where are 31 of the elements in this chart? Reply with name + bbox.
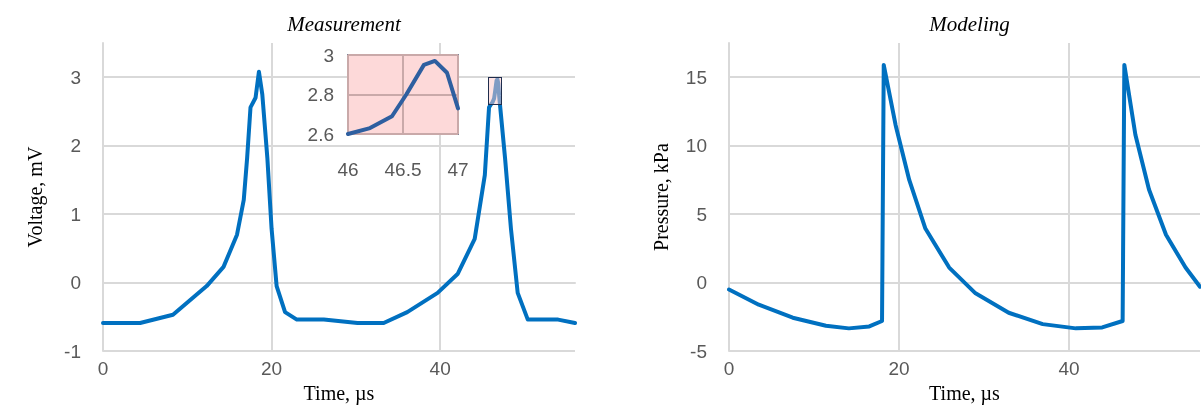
x-tick-label: 40 (429, 358, 451, 380)
line-series (727, 62, 1201, 331)
y-tick-label: -5 (690, 340, 707, 362)
y-tick-label: 10 (685, 135, 707, 157)
x-tick-label: 20 (261, 358, 283, 380)
x-axis-title: Time, µs (303, 382, 375, 405)
y-tick-label: 3 (70, 66, 81, 88)
x-tick-label: 46.5 (384, 159, 422, 180)
y-tick-label: 15 (685, 66, 707, 88)
x-tick-label: 0 (97, 358, 109, 380)
y-tick-label: 3 (323, 44, 334, 66)
x-tick-label: 47 (447, 159, 469, 180)
y-tick-label: -1 (64, 340, 81, 362)
y-tick-label: 1 (70, 203, 81, 225)
y-tick-label: 2.8 (307, 84, 334, 105)
y-tick-label: 0 (70, 272, 81, 294)
y-axis-title: Pressure, kPa (650, 143, 672, 251)
y-axis-title: Voltage, mV (24, 146, 47, 248)
y-tick-label: 2.6 (307, 123, 334, 145)
y-tick-label: 5 (696, 203, 707, 225)
x-tick-label: 46 (337, 159, 359, 180)
x-tick-label: 0 (723, 358, 735, 380)
x-tick-label: 20 (888, 358, 910, 380)
chart-title: Modeling (928, 11, 1010, 36)
y-tick-label: 2 (70, 135, 81, 157)
x-tick-label: 40 (1058, 358, 1080, 380)
y-tick-label: 0 (696, 272, 707, 294)
x-axis-title: Time, µs (929, 382, 1001, 405)
line-series (346, 58, 460, 136)
chart-title: Measurement (286, 11, 402, 36)
line-series (101, 69, 577, 326)
